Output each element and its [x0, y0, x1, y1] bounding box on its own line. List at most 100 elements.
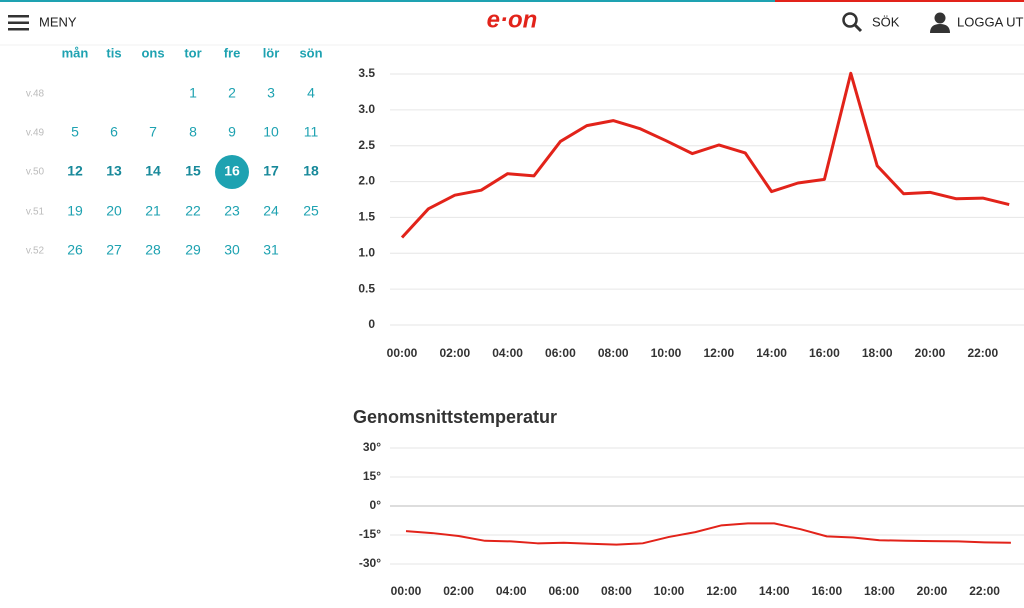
x-tick-label: 18:00: [864, 584, 895, 598]
y-tick-label: 0: [368, 317, 375, 331]
weekday-label: mån: [62, 45, 89, 60]
x-tick-label: 16:00: [811, 584, 842, 598]
day[interactable]: 14: [145, 163, 161, 179]
search-icon: [853, 23, 863, 33]
x-tick-label: 14:00: [756, 346, 787, 360]
day[interactable]: 13: [106, 163, 122, 179]
menu-button[interactable]: MENY: [8, 14, 77, 31]
day[interactable]: 10: [263, 124, 279, 140]
x-tick-label: 04:00: [496, 584, 527, 598]
logo[interactable]: e·on: [487, 6, 538, 33]
y-tick-label: -30°: [359, 556, 381, 570]
day[interactable]: 26: [67, 242, 83, 258]
y-tick-label: -15°: [359, 527, 381, 541]
day[interactable]: 28: [145, 242, 161, 258]
search-button[interactable]: SÖK: [842, 12, 900, 33]
menu-icon: [8, 28, 29, 31]
x-tick-label: 00:00: [387, 346, 418, 360]
day[interactable]: 19: [67, 203, 83, 219]
weekday-label: sön: [299, 45, 322, 60]
week-label: v.52: [26, 246, 45, 257]
logout-label: LOGGA UT: [957, 14, 1024, 29]
weekday-label: lör: [263, 45, 280, 60]
day[interactable]: 6: [110, 124, 118, 140]
day[interactable]: 25: [303, 203, 319, 219]
x-tick-label: 08:00: [601, 584, 632, 598]
x-tick-label: 06:00: [548, 584, 579, 598]
day[interactable]: 5: [71, 124, 79, 140]
x-tick-label: 10:00: [651, 346, 682, 360]
logout-button[interactable]: LOGGA UT: [930, 12, 1024, 34]
day[interactable]: 3: [267, 85, 275, 101]
menu-icon: [8, 15, 29, 18]
x-tick-label: 20:00: [915, 346, 946, 360]
day[interactable]: 4: [307, 85, 315, 101]
day[interactable]: 8: [189, 124, 197, 140]
day[interactable]: 2: [228, 85, 236, 101]
x-tick-label: 10:00: [654, 584, 685, 598]
x-tick-label: 08:00: [598, 346, 629, 360]
x-tick-label: 00:00: [391, 584, 422, 598]
x-tick-label: 04:00: [492, 346, 523, 360]
day[interactable]: 22: [185, 203, 201, 219]
weekday-label: fre: [224, 45, 241, 60]
weekday-label: ons: [141, 45, 164, 60]
week-label: v.49: [26, 128, 45, 139]
y-tick-label: 0°: [370, 498, 382, 512]
data-line: [400, 71, 1010, 239]
selected-day: [215, 155, 249, 189]
y-tick-label: 1.0: [358, 245, 375, 259]
y-tick-label: 1.5: [358, 210, 375, 224]
top-bar: [0, 0, 775, 2]
x-tick-label: 22:00: [969, 584, 1000, 598]
x-tick-label: 02:00: [439, 346, 470, 360]
day[interactable]: 20: [106, 203, 122, 219]
day[interactable]: 12: [67, 163, 83, 179]
day[interactable]: 29: [185, 242, 201, 258]
y-tick-label: 2.5: [358, 138, 375, 152]
day[interactable]: 17: [263, 163, 279, 179]
week-label: v.48: [26, 89, 45, 100]
search-icon: [842, 12, 858, 28]
y-tick-label: 30°: [363, 440, 381, 454]
x-tick-label: 22:00: [967, 346, 998, 360]
day[interactable]: 27: [106, 242, 122, 258]
day[interactable]: 23: [224, 203, 240, 219]
chart-title: Genomsnittstemperatur: [353, 407, 557, 427]
day[interactable]: 16: [224, 163, 240, 179]
user-icon: [930, 24, 950, 33]
day[interactable]: 24: [263, 203, 279, 219]
y-tick-label: 2.0: [358, 174, 375, 188]
day[interactable]: 30: [224, 242, 240, 258]
day[interactable]: 11: [304, 124, 319, 140]
x-tick-label: 16:00: [809, 346, 840, 360]
day[interactable]: 1: [189, 85, 197, 101]
x-tick-label: 02:00: [443, 584, 474, 598]
week-label: v.50: [26, 167, 45, 178]
x-tick-label: 06:00: [545, 346, 576, 360]
y-tick-label: 0.5: [358, 281, 375, 295]
y-tick-label: 15°: [363, 469, 381, 483]
search-label: SÖK: [872, 14, 900, 29]
x-tick-label: 20:00: [917, 584, 948, 598]
day[interactable]: 7: [149, 124, 157, 140]
day[interactable]: 21: [145, 203, 161, 219]
data-line: [405, 522, 1011, 546]
y-tick-label: 3.5: [358, 66, 375, 80]
weekday-label: tor: [184, 45, 201, 60]
menu-label: MENY: [39, 14, 77, 29]
user-icon: [934, 12, 946, 24]
x-tick-label: 12:00: [706, 584, 737, 598]
x-tick-label: 12:00: [703, 346, 734, 360]
day[interactable]: 9: [228, 124, 236, 140]
week-label: v.51: [26, 207, 45, 218]
x-tick-label: 18:00: [862, 346, 893, 360]
day[interactable]: 31: [263, 242, 279, 258]
top-bar-accent: [775, 0, 1024, 2]
y-tick-label: 3.0: [358, 102, 375, 116]
x-tick-label: 14:00: [759, 584, 790, 598]
weekday-label: tis: [106, 45, 121, 60]
day[interactable]: 18: [303, 163, 319, 179]
day[interactable]: 15: [185, 163, 201, 179]
